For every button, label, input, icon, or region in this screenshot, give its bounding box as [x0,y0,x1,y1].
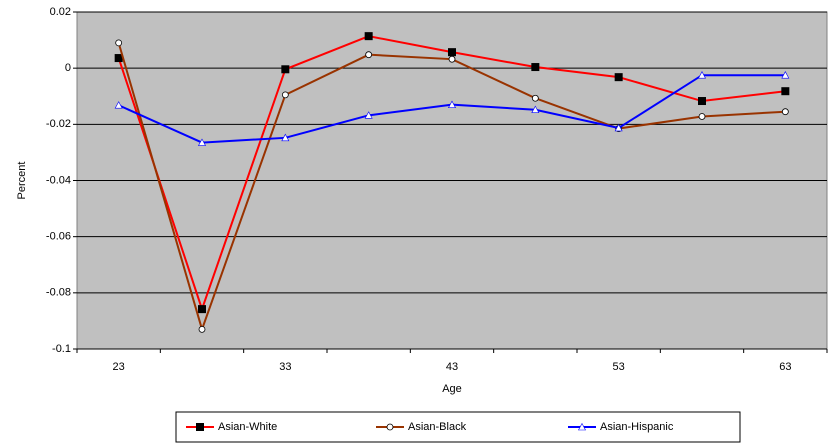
point [781,108,789,116]
point [198,305,206,314]
point [281,91,289,99]
y-tick-label: -0.1 [52,343,71,355]
point [614,123,623,132]
x-tick-label: 53 [613,361,625,373]
x-tick-label: 63 [779,361,791,373]
point [577,422,587,431]
y-tick-label: -0.06 [46,231,71,243]
point [781,71,790,79]
point [114,101,123,109]
point [781,87,790,96]
point [448,55,456,63]
point [447,100,457,108]
point [698,113,706,120]
point [365,51,373,59]
point [197,138,207,146]
x-tick-label: 43 [446,361,458,373]
point [196,423,204,431]
point [198,325,206,333]
point [281,65,290,74]
y-tick-label: -0.08 [46,287,71,299]
point [364,32,373,41]
y-tick-label: 0.02 [50,6,71,18]
point [531,105,540,114]
point [531,63,540,72]
point [386,423,394,431]
point [614,73,623,82]
y-axis-title: Percent [16,162,28,200]
x-tick-label: 33 [279,361,291,373]
y-tick-label: 0 [65,62,71,74]
legend-label: Asian-White [218,421,277,433]
point [531,94,539,102]
point [114,54,123,63]
point [448,48,456,57]
x-tick-label: 23 [113,361,125,373]
y-tick-label: -0.04 [46,174,71,186]
legend-label: Asian-Black [408,421,467,433]
legend-label: Asian-Hispanic [600,421,674,433]
point [697,71,707,79]
point [115,39,123,47]
point [364,111,373,119]
legend [175,411,741,443]
point [281,133,290,142]
x-axis-title: Age [442,383,462,395]
y-tick-label: -0.02 [46,118,71,130]
point [698,97,706,106]
